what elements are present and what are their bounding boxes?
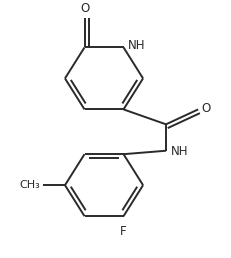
Text: O: O — [80, 2, 89, 15]
Text: F: F — [120, 225, 127, 238]
Text: NH: NH — [128, 39, 145, 52]
Text: CH₃: CH₃ — [20, 180, 40, 190]
Text: NH: NH — [171, 145, 188, 158]
Text: O: O — [202, 102, 211, 115]
